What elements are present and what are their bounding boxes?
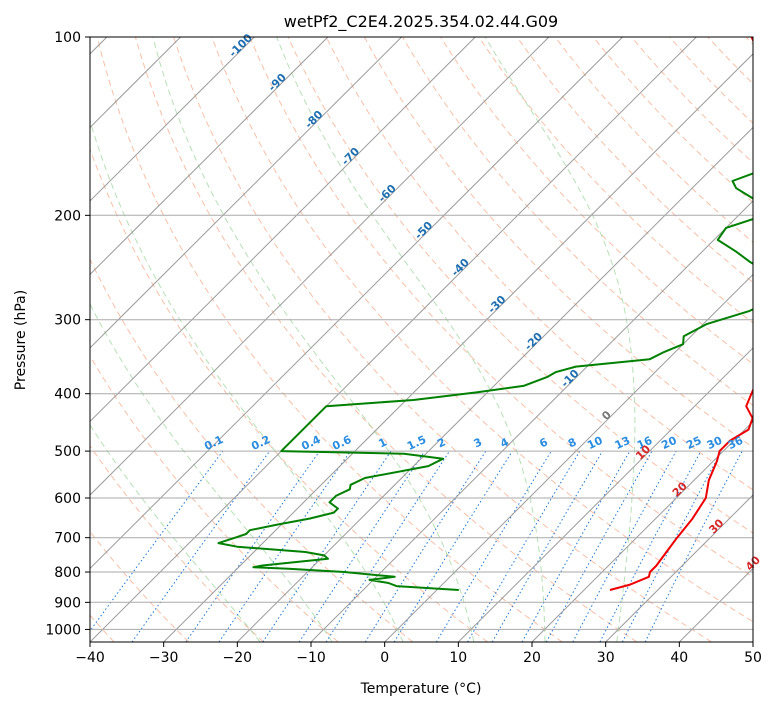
plot-frame <box>89 36 754 643</box>
x-tick-label: 30 <box>597 650 615 666</box>
isotherm <box>90 37 329 276</box>
x-tick-label: −30 <box>149 650 179 666</box>
dry-adiabat <box>325 37 753 491</box>
dry-adiabat <box>592 37 753 203</box>
axes: −40 −30 −20 −10 0 10 20 30 40 50 100 200 300 400 500 60… <box>45 30 762 666</box>
mixing-ratio-line <box>131 450 271 642</box>
isotherm <box>90 37 550 496</box>
x-axis-label: Temperature (°C) <box>360 681 482 697</box>
moist-adiabat <box>90 118 404 642</box>
dry-adiabat <box>211 37 753 623</box>
x-tick-label: 10 <box>449 650 467 666</box>
dry-adiabat <box>631 37 753 164</box>
mixing-ratio-line <box>435 450 552 642</box>
moist-adiabat <box>276 37 546 642</box>
mixing-ratio-line <box>521 450 631 642</box>
isotherm <box>384 273 753 642</box>
dewpoint-profile <box>217 172 753 591</box>
mixing-ratio-label: 30 <box>705 434 725 452</box>
isotherm <box>90 37 623 570</box>
mixing-ratio-line <box>572 450 677 642</box>
isotherm <box>90 37 697 642</box>
y-tick-label: 1000 <box>45 622 81 638</box>
dry-adiabat <box>134 37 638 642</box>
mixing-ratio-line <box>364 450 487 642</box>
isotherm <box>457 347 753 642</box>
x-tick-label: −20 <box>223 650 253 666</box>
mixing-ratio-label: 20 <box>659 434 679 452</box>
y-axis-label: Pressure (hPa) <box>13 290 29 390</box>
mixing-ratio-label: 36 <box>726 434 746 452</box>
x-tick-label: 50 <box>744 650 762 666</box>
dry-adiabat <box>173 37 712 642</box>
mixing-ratio-line <box>393 450 513 642</box>
dry-adiabat <box>90 258 414 642</box>
x-tick-label: 0 <box>380 650 389 666</box>
isotherm <box>163 53 753 642</box>
mixing-ratio-line <box>491 450 603 642</box>
y-tick-label: 700 <box>54 531 81 547</box>
moist-adiabat <box>90 303 333 642</box>
isotherm <box>90 37 402 349</box>
dry-adiabat <box>478 37 753 324</box>
y-tick-label: 100 <box>54 30 81 46</box>
y-tick-label: 400 <box>54 387 81 403</box>
mixing-ratio-label: 16 <box>635 434 655 452</box>
dry-adiabat <box>402 37 753 406</box>
x-tick-label: 40 <box>670 650 688 666</box>
moist-adiabat <box>90 424 261 642</box>
chart-title: wetPf2_C2E4.2025.354.02.44.G09 <box>284 12 558 32</box>
dry-adiabat <box>96 37 563 642</box>
mixing-ratio-line <box>185 450 321 642</box>
mixing-ratio-line <box>467 450 581 642</box>
dry-adiabat <box>90 444 264 642</box>
moist-adiabat <box>484 37 636 642</box>
y-tick-label: 800 <box>54 565 81 581</box>
isotherm <box>605 494 753 642</box>
isotherm <box>236 126 753 642</box>
y-tick-label: 300 <box>54 313 81 329</box>
x-tick-label: 20 <box>523 650 541 666</box>
y-tick-label: 500 <box>54 444 81 460</box>
dry-adiabat <box>249 37 753 578</box>
y-tick-label: 200 <box>54 208 81 224</box>
x-tick-label: −40 <box>75 650 105 666</box>
grid-lines <box>90 37 753 642</box>
mixing-ratio-label: 10 <box>585 434 605 452</box>
isotherm <box>90 37 476 423</box>
mixing-ratio-label: 13 <box>613 434 632 452</box>
moist-adiabat <box>152 37 475 642</box>
profiles <box>217 37 753 591</box>
dry-adiabat <box>287 37 753 534</box>
mixing-ratio-label: 25 <box>684 434 703 452</box>
temperature-profile <box>609 37 753 591</box>
dry-adiabat <box>516 37 753 284</box>
background-lines <box>90 37 753 642</box>
isotherm <box>310 200 753 642</box>
x-tick-label: −10 <box>296 650 326 666</box>
y-tick-label: 600 <box>54 491 81 507</box>
mixing-ratio-line <box>218 450 351 642</box>
isotherm <box>531 420 753 642</box>
mixing-ratio-line <box>325 450 451 642</box>
y-tick-label: 900 <box>54 595 81 611</box>
isotherm <box>90 37 255 202</box>
